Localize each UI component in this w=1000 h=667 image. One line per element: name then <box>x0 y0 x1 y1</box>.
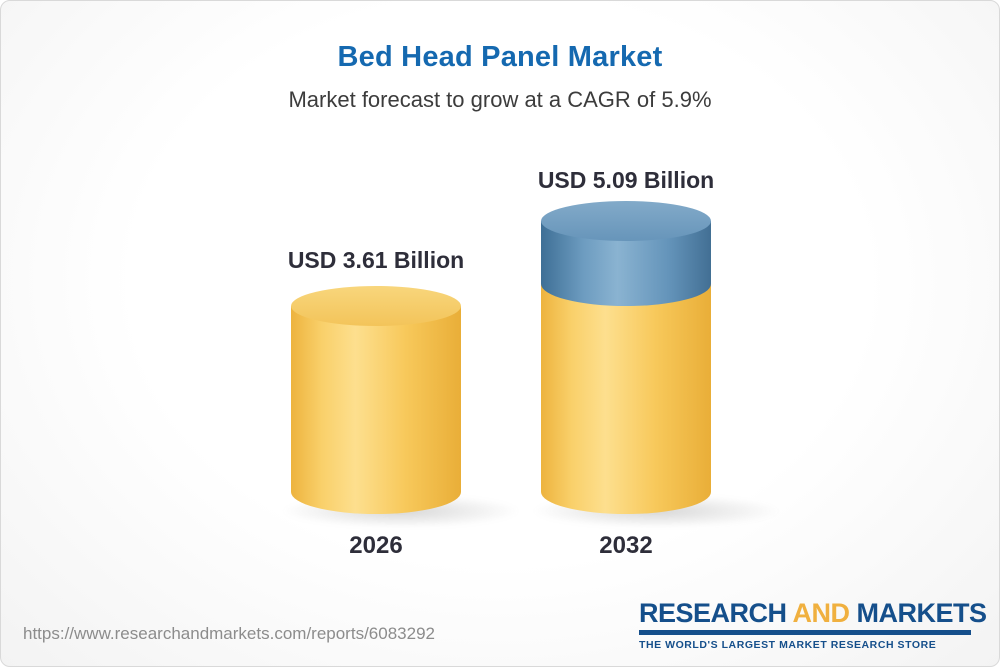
category-label-2032: 2032 <box>599 532 653 559</box>
value-label-2032: USD 5.09 Billion <box>537 167 715 193</box>
bar-2026-top-cap <box>291 286 461 327</box>
chart-title: Bed Head Panel Market <box>337 41 663 73</box>
logo-word-and: AND <box>792 598 851 628</box>
logo-underline-bar <box>639 630 971 635</box>
logo-tagline: THE WORLD'S LARGEST MARKET RESEARCH STOR… <box>639 639 937 651</box>
bar-2032 <box>541 201 711 514</box>
category-label-2026: 2026 <box>349 532 403 559</box>
logo-wordmark: RESEARCH AND MARKETS <box>639 598 987 629</box>
value-label-2026: USD 3.61 Billion <box>287 247 465 273</box>
bar-2032-top-cap <box>541 201 711 242</box>
research-and-markets-logo: RESEARCH AND MARKETS THE WORLD'S LARGEST… <box>639 598 987 651</box>
logo-word-markets: MARKETS <box>856 598 988 628</box>
report-url: https://www.researchandmarkets.com/repor… <box>23 624 435 643</box>
logo-word-research: RESEARCH <box>639 598 787 628</box>
bar-2026 <box>291 286 461 514</box>
bar-2026-body <box>291 306 461 514</box>
chart-subtitle: Market forecast to grow at a CAGR of 5.9… <box>288 87 712 112</box>
